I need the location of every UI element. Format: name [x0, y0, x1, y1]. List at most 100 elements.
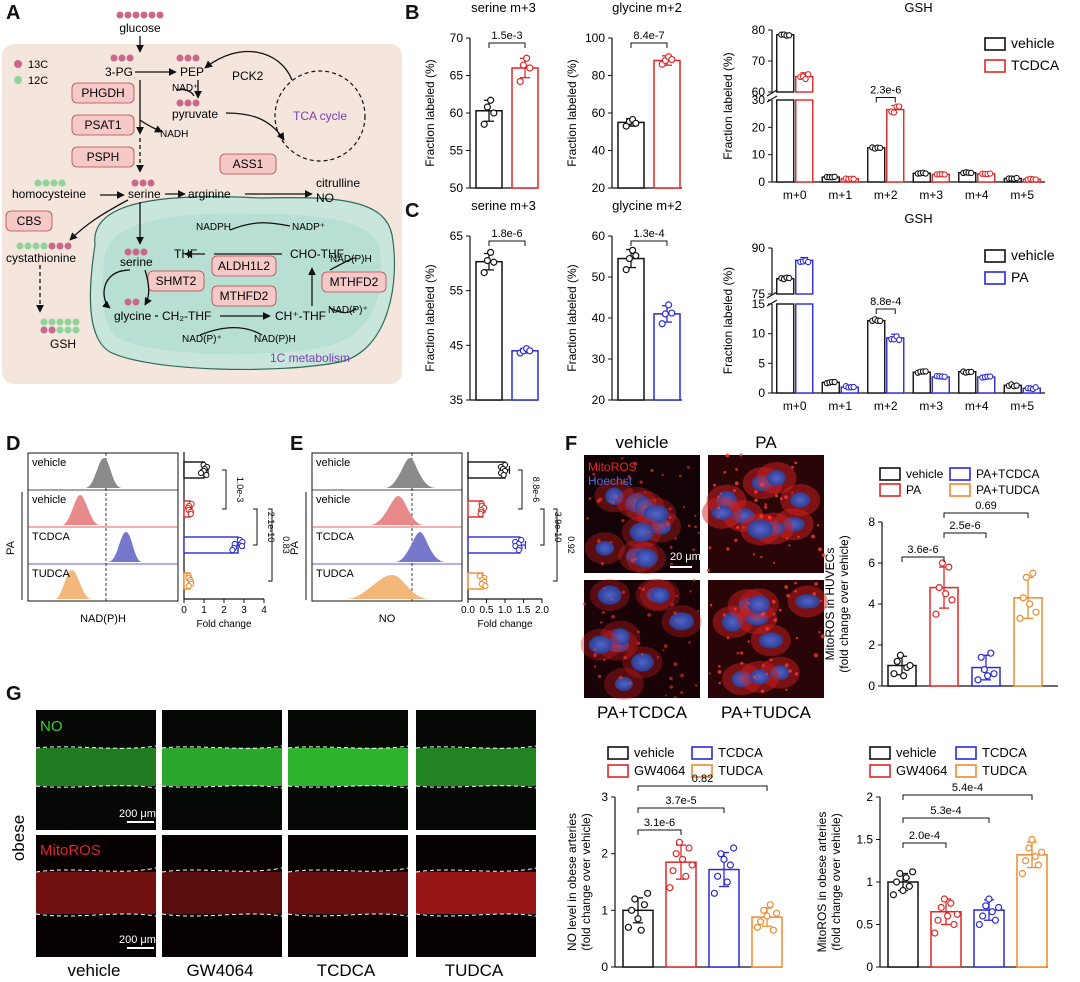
c12-legend-dot: [14, 76, 22, 84]
data-point: [1019, 594, 1027, 602]
data-point: [526, 64, 534, 72]
glucose-carbons: [116, 11, 164, 19]
chplus-thf-label: CH⁺-THF: [275, 309, 326, 323]
ros-puncta: [641, 587, 645, 591]
x-tick-label: 0.5: [480, 605, 494, 616]
ros-puncta: [669, 676, 673, 681]
ros-puncta: [694, 514, 697, 517]
ros-puncta: [774, 494, 779, 498]
nucleus: [643, 504, 669, 523]
mthfd2-a-label: MTHFD2: [220, 289, 269, 303]
chart-B_serine: 50 55 60 65 70 serine m+3 Fraction labeled (%)…: [423, 0, 539, 195]
legend-label: GW4064: [896, 763, 947, 778]
data-point: [934, 916, 942, 924]
d-row-4: TUDCA: [32, 568, 71, 580]
ros-puncta: [797, 535, 800, 538]
d-hist-pa-tudca: [55, 570, 92, 599]
pg3-label: 3-PG: [105, 65, 133, 79]
panel-label-g: G: [6, 683, 22, 705]
e-row-2: vehicle: [316, 494, 350, 506]
data-point: [943, 912, 952, 920]
p-value-label: 1.3e-4: [633, 228, 664, 240]
ros-puncta: [765, 626, 769, 631]
y-tick-label: 0: [868, 679, 875, 693]
y-axis-label: (fold change over vehicle): [579, 813, 593, 950]
ros-puncta: [726, 636, 730, 640]
data-point: [983, 672, 992, 680]
g-vessel-layer: [35, 710, 537, 957]
data-point: [906, 661, 914, 670]
ros-puncta: [582, 602, 586, 606]
p-value-label: 8.8e-6: [531, 477, 541, 503]
significance-bracket: [268, 508, 273, 582]
data-point: [622, 122, 630, 130]
ros-puncta: [708, 546, 712, 550]
ros-puncta: [621, 519, 625, 523]
x-tick-label: 0.0: [461, 605, 475, 616]
bar: [475, 260, 503, 401]
data-point: [1025, 844, 1033, 852]
data-point: [896, 103, 903, 110]
data-point: [515, 546, 522, 554]
ros-puncta: [586, 517, 589, 520]
chart-G_mitoros: 0 0.5 1 1.5 2 MitoROS in obese arteries (fold …: [815, 782, 1048, 974]
p-value-label: 1.5e-3: [491, 30, 522, 42]
psph-label: PSPH: [87, 150, 120, 164]
panel-label-b: B: [405, 2, 420, 24]
ros-puncta: [623, 656, 627, 660]
f-col-pa: PA: [755, 433, 777, 452]
panel-label-f: F: [565, 433, 578, 455]
pathway-arrows: [36, 36, 357, 336]
homocysteine-label: homocysteine: [12, 187, 86, 201]
ros-puncta: [779, 497, 783, 501]
ros-puncta: [593, 653, 598, 658]
ros-puncta: [709, 603, 713, 607]
ros-puncta: [592, 472, 596, 476]
axis-break: [766, 291, 778, 299]
nucleus: [769, 665, 790, 681]
nucleus: [588, 635, 613, 654]
ros-puncta: [734, 538, 738, 542]
significance-bracket: [630, 42, 668, 48]
ros-puncta: [688, 641, 691, 644]
p-value-label: 3.6e-6: [907, 544, 938, 556]
ros-puncta: [611, 500, 615, 504]
ros-puncta: [760, 556, 763, 559]
y-tick-label: 80: [752, 23, 766, 37]
ros-puncta: [788, 669, 792, 673]
data-point: [1028, 835, 1036, 844]
data-point: [661, 310, 670, 318]
x-tick-label: m+4: [965, 399, 989, 413]
data-point: [729, 844, 738, 852]
d-row-2: vehicle: [32, 494, 66, 506]
y-tick-label: 0: [758, 386, 765, 400]
ros-puncta: [669, 545, 673, 549]
legend: vehicle PA+TCDCA PA PA+TUDCA: [879, 467, 1039, 497]
d-hist-vehicle: [85, 458, 122, 488]
ros-puncta: [742, 526, 745, 529]
arginine-label: arginine: [188, 187, 231, 201]
ros-puncta: [788, 544, 791, 547]
data-point: [899, 672, 908, 680]
y-tick-label: 75: [752, 287, 766, 301]
data-point: [896, 651, 905, 659]
bar: [867, 147, 886, 183]
bar: [617, 121, 645, 189]
pep-carbons: [176, 54, 200, 62]
nucleus: [750, 669, 770, 685]
legend-label: TUDCA: [718, 763, 763, 778]
one-carbon-inner: [102, 213, 382, 355]
x-tick-label: 0: [181, 605, 187, 616]
data-point: [632, 252, 640, 260]
e-hist-pa-tcdca: [395, 532, 446, 562]
legend: vehicle TCDCA GW4064 TUDCA: [869, 745, 1027, 778]
ros-puncta: [811, 534, 815, 539]
panel-label-c: C: [405, 200, 420, 222]
nucleus: [631, 652, 654, 672]
ros-puncta: [627, 475, 631, 479]
data-point: [935, 583, 943, 592]
vessel-border: [35, 745, 157, 749]
mitoros-vessel: [36, 872, 156, 914]
data-point: [786, 274, 793, 282]
